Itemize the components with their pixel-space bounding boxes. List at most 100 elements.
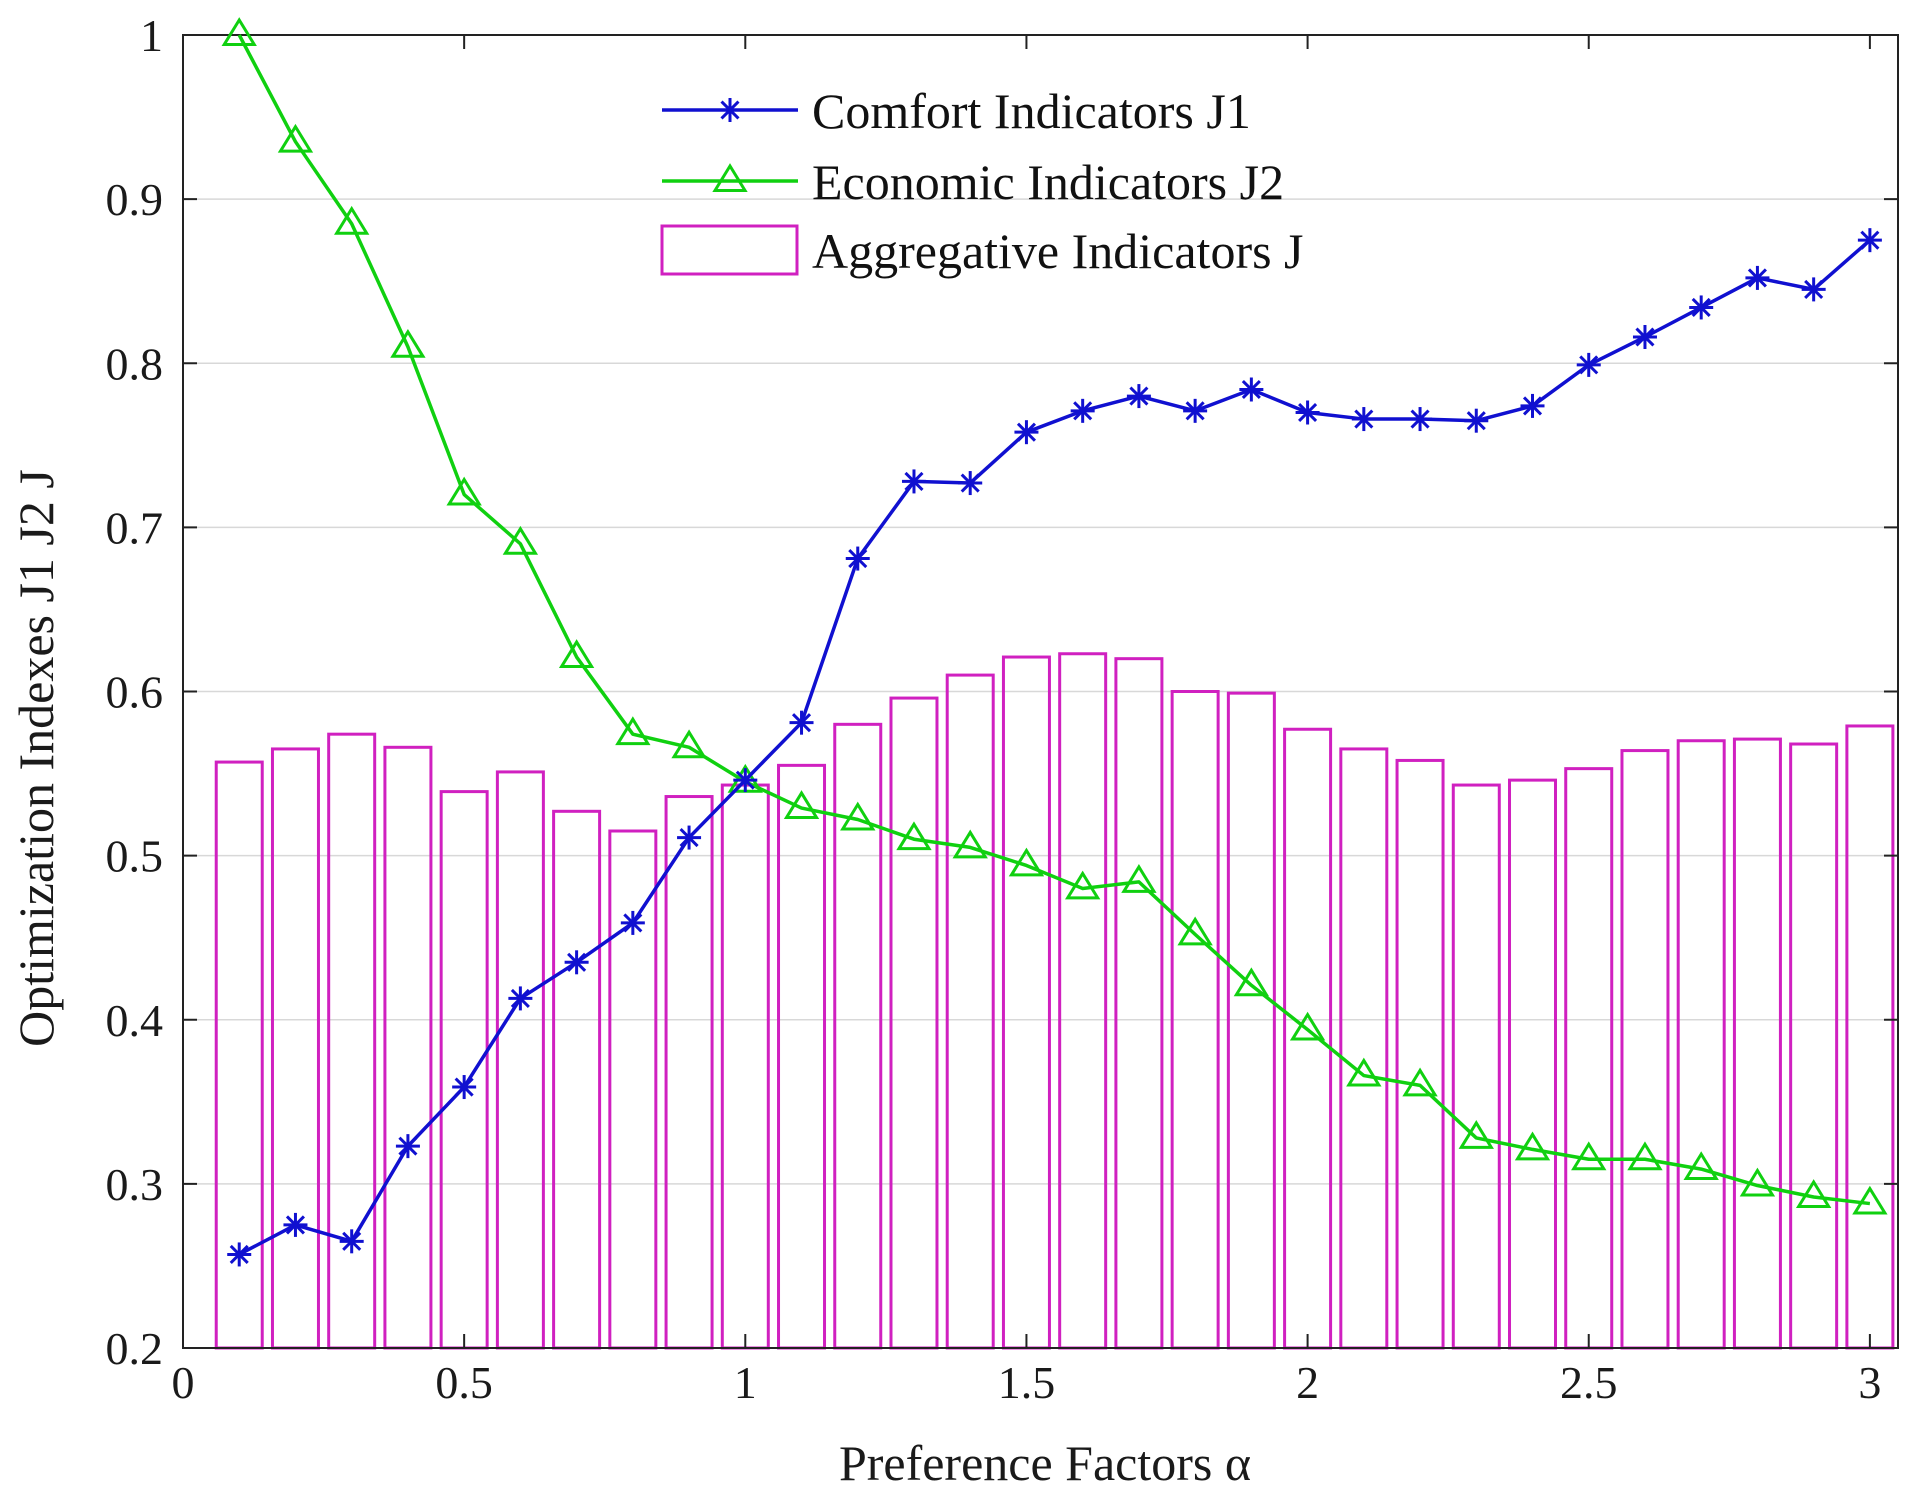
y-tick-label: 0.9 [106, 174, 164, 225]
x-tick-label: 2 [1296, 1357, 1319, 1408]
asterisk-stroke [848, 549, 868, 569]
asterisk-stroke [679, 828, 699, 848]
asterisk-stroke [1129, 386, 1149, 406]
point-j1 [718, 98, 742, 122]
point-j2 [558, 639, 595, 668]
asterisk-stroke [1466, 411, 1486, 431]
x-axis-title: Preference Factors α [839, 1435, 1251, 1491]
point-j1 [1857, 228, 1882, 253]
line-series-economic [221, 17, 1888, 1215]
point-j2 [1289, 1011, 1326, 1041]
x-tick-label: 2.5 [1560, 1357, 1618, 1408]
point-j1 [1070, 398, 1095, 423]
point-j2 [1683, 1151, 1719, 1181]
asterisk-stroke [623, 913, 643, 933]
point-j1 [1014, 420, 1039, 445]
y-tick-label: 0.3 [106, 1159, 164, 1210]
point-j2 [840, 801, 876, 831]
legend-label-aggregative: Aggregative Indicators J [812, 223, 1304, 279]
legend-item-comfort: Comfort Indicators J1 [662, 83, 1251, 139]
point-j1 [283, 1212, 308, 1237]
point-j1 [1689, 295, 1714, 320]
asterisk-stroke [1016, 422, 1036, 442]
point-j2 [896, 821, 932, 851]
point-j2 [671, 729, 707, 759]
point-j2 [1064, 870, 1101, 900]
point-j1 [845, 546, 870, 571]
line-j1 [238, 238, 1872, 1256]
point-j2 [1571, 1141, 1607, 1171]
point-j2 [1795, 1179, 1832, 1208]
point-j1 [339, 1229, 364, 1254]
asterisk-stroke [1073, 401, 1093, 421]
point-j1 [395, 1134, 420, 1159]
asterisk-stroke [1804, 279, 1824, 299]
point-j1 [1239, 377, 1264, 402]
point-j1 [1351, 407, 1376, 432]
point-j1 [1464, 408, 1489, 433]
point-j2 [1402, 1067, 1438, 1097]
x-tick-label: 0.5 [435, 1357, 493, 1408]
y-tick-label: 0.2 [106, 1323, 164, 1374]
y-tick-label: 0.6 [106, 667, 164, 718]
point-j1 [564, 950, 589, 975]
asterisk-stroke [1579, 355, 1599, 375]
y-tick-label: 1 [140, 10, 163, 61]
asterisk-stroke [342, 1231, 362, 1251]
legend-swatch-bar-aggregative [660, 224, 799, 276]
asterisk-stroke [1691, 297, 1711, 317]
point-j1 [733, 768, 758, 793]
asterisk-stroke [1298, 402, 1318, 423]
asterisk-stroke [567, 952, 587, 972]
point-j2 [1346, 1057, 1382, 1087]
asterisk-stroke [510, 988, 530, 1008]
asterisk-stroke [960, 473, 980, 493]
legend-label-economic: Economic Indicators J2 [812, 154, 1284, 210]
point-j1 [677, 825, 702, 850]
asterisk-stroke [398, 1136, 418, 1156]
point-j1 [1576, 352, 1601, 377]
point-j1 [227, 1242, 252, 1267]
x-tick-label: 1 [734, 1357, 757, 1408]
y-tick-label: 0.5 [106, 831, 164, 882]
asterisk-stroke [285, 1215, 306, 1235]
point-j2 [502, 525, 539, 555]
point-j2 [1177, 916, 1213, 946]
asterisk-stroke [1354, 409, 1374, 429]
asterisk-stroke [1410, 409, 1430, 429]
x-tick-label: 0 [172, 1357, 195, 1408]
point-j1 [1745, 265, 1770, 290]
y-tick-label: 0.7 [106, 502, 164, 553]
plot-frame [182, 34, 1899, 1349]
point-j1 [1126, 384, 1151, 409]
point-j2 [952, 829, 988, 859]
point-j2 [1739, 1167, 1776, 1197]
point-j1 [1632, 324, 1657, 349]
point-j1 [1801, 277, 1826, 302]
y-axis-title: Optimization Indexes J1 J2 J [8, 469, 64, 1047]
point-j2 [783, 790, 820, 819]
x-tick-label: 3 [1858, 1357, 1881, 1408]
point-j2 [390, 328, 426, 358]
point-j1 [1183, 398, 1208, 423]
legend-item-economic: Economic Indicators J2 [662, 154, 1284, 210]
point-j1 [789, 710, 814, 735]
asterisk-stroke [1860, 230, 1880, 250]
asterisk-stroke [1185, 401, 1205, 421]
line-series-comfort [227, 228, 1882, 1267]
point-j2 [277, 123, 314, 153]
point-j2 [1852, 1185, 1888, 1215]
point-j2 [221, 17, 257, 46]
point-j2 [1233, 967, 1270, 997]
asterisk-stroke [735, 770, 755, 790]
point-j2 [1514, 1131, 1551, 1161]
asterisk-stroke [791, 713, 812, 733]
grid-lines [183, 198, 1898, 1185]
asterisk-stroke [1747, 268, 1767, 288]
legend-triangle-icon [712, 163, 748, 192]
point-j1 [1408, 407, 1433, 432]
point-j2 [1627, 1141, 1663, 1171]
asterisk-stroke [720, 100, 740, 120]
